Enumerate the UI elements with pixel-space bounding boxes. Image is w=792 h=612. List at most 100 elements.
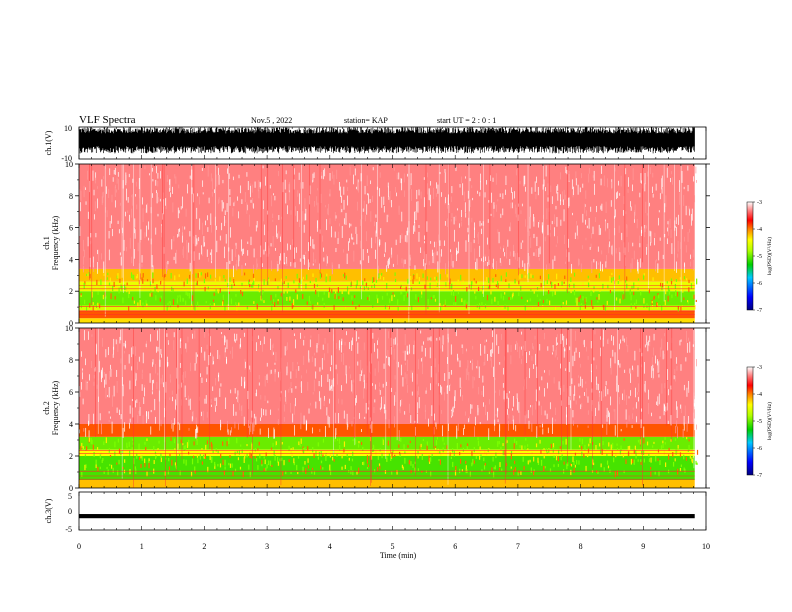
spectrogram-speckle — [379, 274, 381, 280]
spectrogram-speckle — [620, 339, 621, 344]
spectrogram-speckle — [126, 188, 127, 201]
spectrogram-speckle — [114, 200, 116, 208]
spectrogram-speckle — [597, 471, 599, 474]
spectrogram-speckle — [404, 259, 406, 265]
spectrogram-speckle — [326, 208, 328, 215]
spectrogram-speckle — [235, 411, 237, 416]
spectrogram-speckle — [472, 359, 473, 371]
spectrogram-speckle — [619, 252, 621, 261]
spectrogram-speckle — [661, 383, 663, 394]
spectrogram-speckle — [129, 214, 130, 222]
spectrogram-speckle — [386, 214, 388, 223]
spectrogram-speckle — [609, 276, 611, 282]
spectrogram-speckle — [449, 383, 451, 386]
spectrogram-speckle — [210, 352, 211, 357]
spectrogram-speckle — [218, 372, 220, 382]
spectrogram-speckle — [591, 370, 592, 383]
spectrogram-speckle — [480, 343, 481, 356]
spectrogram-speckle — [144, 165, 146, 170]
spectrogram-speckle — [103, 273, 105, 276]
spectrogram-speckle — [387, 440, 389, 446]
spectrogram-speckle — [685, 457, 688, 461]
spectrogram-speckle — [653, 333, 655, 341]
spectrogram-speckle — [461, 344, 463, 349]
spectrogram-speckle — [115, 339, 117, 345]
spectrogram-speckle — [426, 387, 427, 393]
spectrogram-speckle — [622, 393, 623, 400]
spectrogram-speckle — [430, 336, 432, 342]
spectrogram-speckle — [551, 291, 554, 297]
spectrogram-speckle — [336, 438, 339, 442]
spectrogram-speckle — [397, 306, 399, 312]
spectrogram-speckle — [403, 295, 405, 301]
spectrogram-speckle — [430, 366, 432, 378]
spectrogram-speckle — [245, 361, 246, 369]
spectrogram-speckle — [450, 284, 452, 290]
spectrogram-speckle — [518, 401, 520, 413]
spectrogram-speckle — [510, 202, 512, 209]
spectrogram-speckle — [605, 261, 607, 268]
spectrogram-speckle — [280, 292, 282, 297]
spectrogram-speckle — [409, 344, 410, 354]
spectrogram-speckle — [545, 165, 547, 177]
spectrogram-speckle — [452, 461, 454, 468]
spectrogram-speckle — [122, 297, 124, 304]
spectrogram-speckle — [230, 227, 231, 238]
spectrogram-speckle — [360, 442, 363, 445]
spectrogram-speckle — [398, 172, 400, 180]
spectrogram-speckle — [428, 261, 430, 265]
spectrogram-speckle — [585, 219, 586, 225]
spectrogram-speckle — [496, 408, 498, 418]
spectrogram-speckle — [605, 221, 606, 232]
spectrogram-speckle — [498, 441, 500, 445]
spectrogram-speckle — [380, 228, 382, 236]
spectrogram-speckle — [643, 450, 645, 456]
spectrogram-speckle — [315, 289, 317, 295]
spectrogram-speckle — [401, 258, 403, 264]
freq-ytick-label: 2 — [69, 287, 73, 296]
spectrogram-speckle — [189, 274, 191, 279]
spectrogram-speckle — [648, 453, 650, 457]
spectrogram-speckle — [149, 173, 151, 176]
spectrogram-speckle — [689, 208, 690, 216]
spectrogram-speckle — [214, 402, 216, 408]
spectrogram-speckle — [156, 166, 157, 174]
spectrogram-speckle — [584, 305, 586, 309]
spectrogram-speckle — [447, 194, 449, 205]
spectrogram-speckle — [145, 208, 147, 214]
spectrogram-speckle — [316, 196, 318, 206]
spectrogram-speckle — [447, 384, 449, 388]
spectrogram-speckle — [630, 295, 632, 301]
spectrogram-speckle — [277, 263, 279, 272]
spectrogram-speckle — [625, 459, 627, 464]
spectrogram-burst — [209, 328, 211, 449]
spectrogram-speckle — [676, 365, 678, 371]
colorbar-tick-label: -5 — [757, 419, 762, 425]
spectrogram-speckle — [162, 374, 163, 385]
spectrogram-speckle — [268, 427, 269, 438]
spectrogram-speckle — [544, 370, 545, 373]
spectrogram-speckle — [488, 428, 490, 441]
spectrogram-speckle — [201, 245, 202, 255]
spectrogram-speckle — [451, 213, 453, 218]
spectrogram-speckle — [629, 368, 631, 374]
spectrogram-speckle — [118, 178, 120, 190]
spectrogram-speckle — [657, 458, 659, 461]
spectrogram-speckle — [160, 378, 162, 385]
spectrogram-speckle — [446, 386, 448, 394]
spectrogram-burst — [176, 328, 177, 471]
spectrogram-speckle — [349, 238, 350, 243]
spectrogram-speckle — [272, 219, 274, 222]
spectrogram-speckle — [691, 208, 693, 221]
spectrogram-speckle — [486, 339, 487, 342]
spectrogram-speckle — [528, 256, 530, 267]
spectrogram-speckle — [465, 465, 467, 472]
spectrogram-speckle — [85, 306, 88, 311]
spectrogram-speckle — [241, 264, 243, 276]
spectrogram-speckle — [664, 404, 665, 412]
spectrogram-speckle — [138, 456, 141, 461]
spectrogram-speckle — [329, 366, 331, 372]
spectrogram-speckle — [247, 390, 249, 400]
spectrogram-speckle — [275, 293, 277, 298]
spectrogram-speckle — [468, 234, 469, 243]
